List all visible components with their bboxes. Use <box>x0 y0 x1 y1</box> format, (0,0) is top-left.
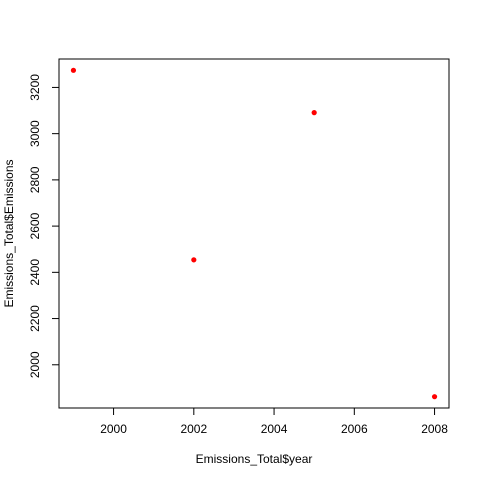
x-tick-label: 2000 <box>100 422 127 436</box>
data-point <box>70 67 77 73</box>
y-axis-title: Emissions_Total$Emissions <box>2 159 16 307</box>
y-tick-label: 2600 <box>28 212 42 239</box>
y-tick-label: 3000 <box>28 120 42 147</box>
y-axis: 2000 2200 2400 2600 2800 3000 3200 <box>28 74 59 378</box>
y-tick-label: 2400 <box>28 259 42 286</box>
data-points <box>70 67 438 400</box>
y-tick-label: 2000 <box>28 351 42 378</box>
x-tick-label: 2004 <box>261 422 288 436</box>
data-point <box>311 110 317 116</box>
x-tick-label: 2002 <box>180 422 207 436</box>
x-tick-label: 2008 <box>421 422 448 436</box>
data-point <box>431 394 438 400</box>
x-axis: 2000 2002 2004 2006 2008 <box>100 408 448 436</box>
y-tick-label: 2800 <box>28 166 42 193</box>
data-point <box>191 257 197 263</box>
x-axis-title: Emissions_Total$year <box>196 452 313 466</box>
y-tick-label: 3200 <box>28 74 42 101</box>
plot-frame <box>58 58 450 409</box>
y-tick-label: 2200 <box>28 305 42 332</box>
x-tick-label: 2006 <box>341 422 368 436</box>
